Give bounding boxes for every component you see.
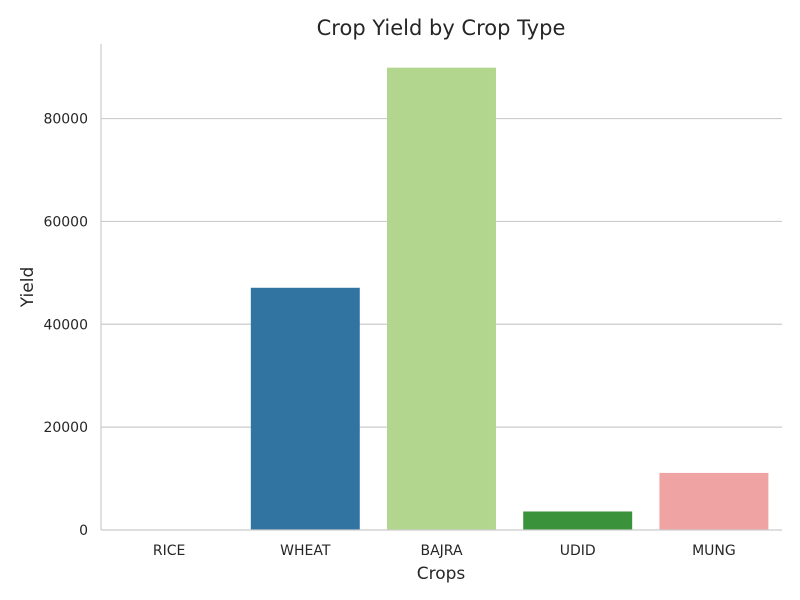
- x-tick-label: BAJRA: [420, 543, 462, 559]
- y-tick-labels: 0 20000 40000 60000 80000: [43, 112, 88, 539]
- x-tick-label: RICE: [153, 543, 185, 559]
- y-tick-label: 40000: [43, 317, 88, 333]
- bars: [114, 67, 769, 531]
- x-tick-label: MUNG: [692, 543, 736, 559]
- bar-wheat: [250, 287, 360, 530]
- bar-bajra: [387, 67, 496, 531]
- x-tick-label: WHEAT: [280, 543, 331, 559]
- y-tick-label: 0: [79, 523, 88, 539]
- bar-mung: [659, 472, 769, 530]
- y-tick-label: 80000: [43, 112, 88, 128]
- y-axis-title: Yield: [18, 267, 38, 308]
- y-tick-label: 60000: [43, 214, 88, 230]
- x-tick-labels: RICE WHEAT BAJRA UDID MUNG: [153, 543, 736, 559]
- axes: [100, 44, 782, 531]
- bar-udid: [523, 511, 633, 530]
- y-tick-label: 20000: [43, 420, 88, 436]
- x-tick-label: UDID: [560, 543, 596, 559]
- chart-title: Crop Yield by Crop Type: [317, 16, 566, 40]
- x-axis-title: Crops: [417, 564, 466, 584]
